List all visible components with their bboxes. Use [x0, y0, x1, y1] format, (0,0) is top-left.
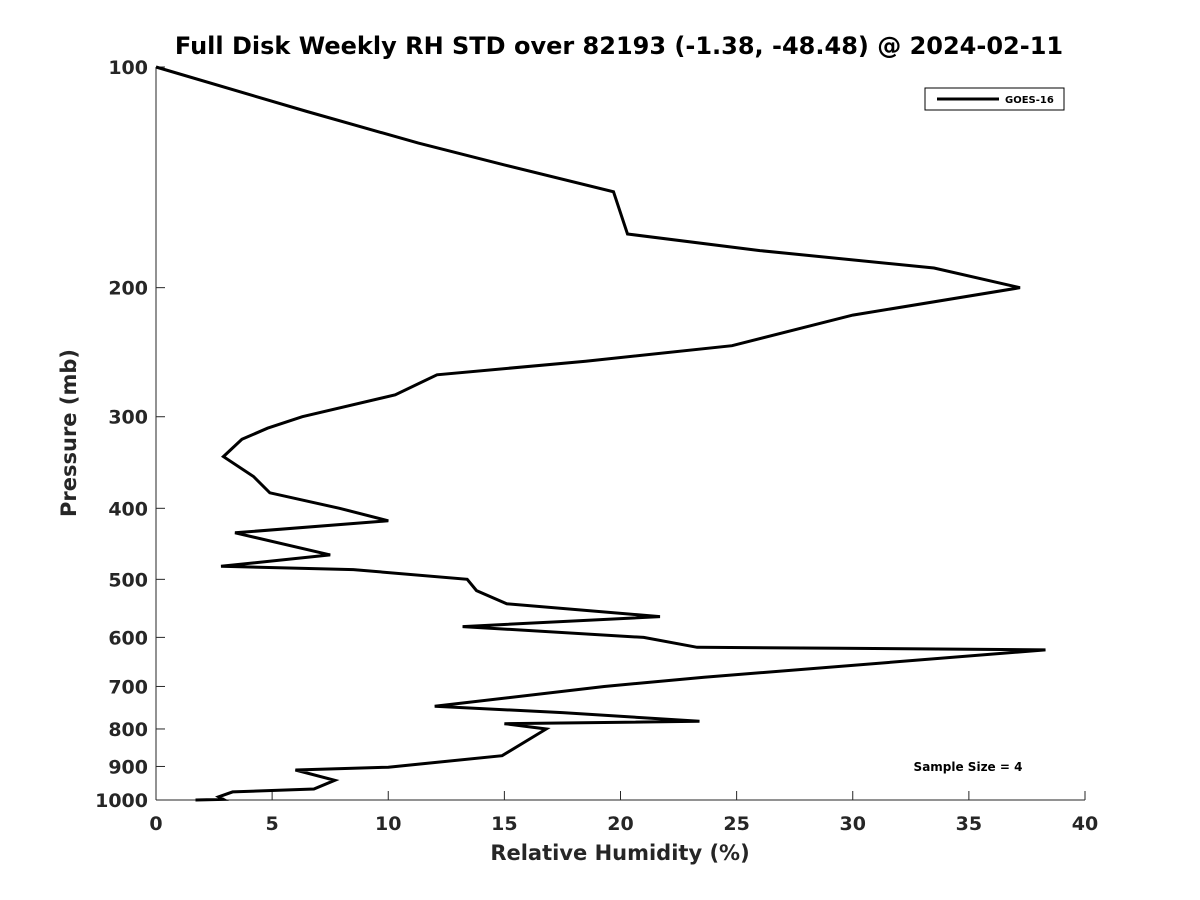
- y-tick-label: 200: [108, 278, 148, 300]
- series-layer: [155, 65, 1046, 802]
- x-tick-label: 30: [840, 813, 866, 835]
- y-tick-label: 900: [108, 756, 148, 778]
- x-tick-label: 10: [375, 813, 401, 835]
- y-tick-label: 100: [108, 57, 148, 79]
- y-tick-label: 800: [108, 719, 148, 741]
- x-tick-label: 5: [266, 813, 279, 835]
- x-tick-label: 0: [149, 813, 162, 835]
- x-axis-ticks: 0 5 10 15 20 25 30 35 40: [149, 791, 1098, 835]
- y-axis-label: Pressure (mb): [57, 349, 81, 517]
- x-tick-label: 25: [723, 813, 749, 835]
- y-axis-ticks: 100 200 300 400 500 600 700 800 900 1000: [95, 57, 165, 812]
- legend-entry-goes-16: GOES-16: [1005, 95, 1054, 106]
- x-tick-label: 20: [607, 813, 633, 835]
- x-axis-label: Relative Humidity (%): [490, 841, 749, 865]
- chart-title: Full Disk Weekly RH STD over 82193 (-1.3…: [175, 32, 1063, 60]
- x-tick-label: 40: [1072, 813, 1098, 835]
- y-tick-label: 500: [108, 569, 148, 591]
- y-tick-label: 400: [108, 498, 148, 520]
- y-tick-label: 300: [108, 407, 148, 429]
- series-line-goes-16: [155, 65, 1046, 802]
- legend: GOES-16: [924, 87, 1065, 111]
- y-tick-label: 600: [108, 627, 148, 649]
- y-tick-label: 1000: [95, 790, 148, 812]
- x-tick-label: 35: [956, 813, 982, 835]
- x-tick-label: 15: [491, 813, 517, 835]
- y-tick-label: 700: [108, 676, 148, 698]
- plot-area: [155, 67, 1085, 801]
- sample-size-annotation: Sample Size = 4: [914, 760, 1023, 774]
